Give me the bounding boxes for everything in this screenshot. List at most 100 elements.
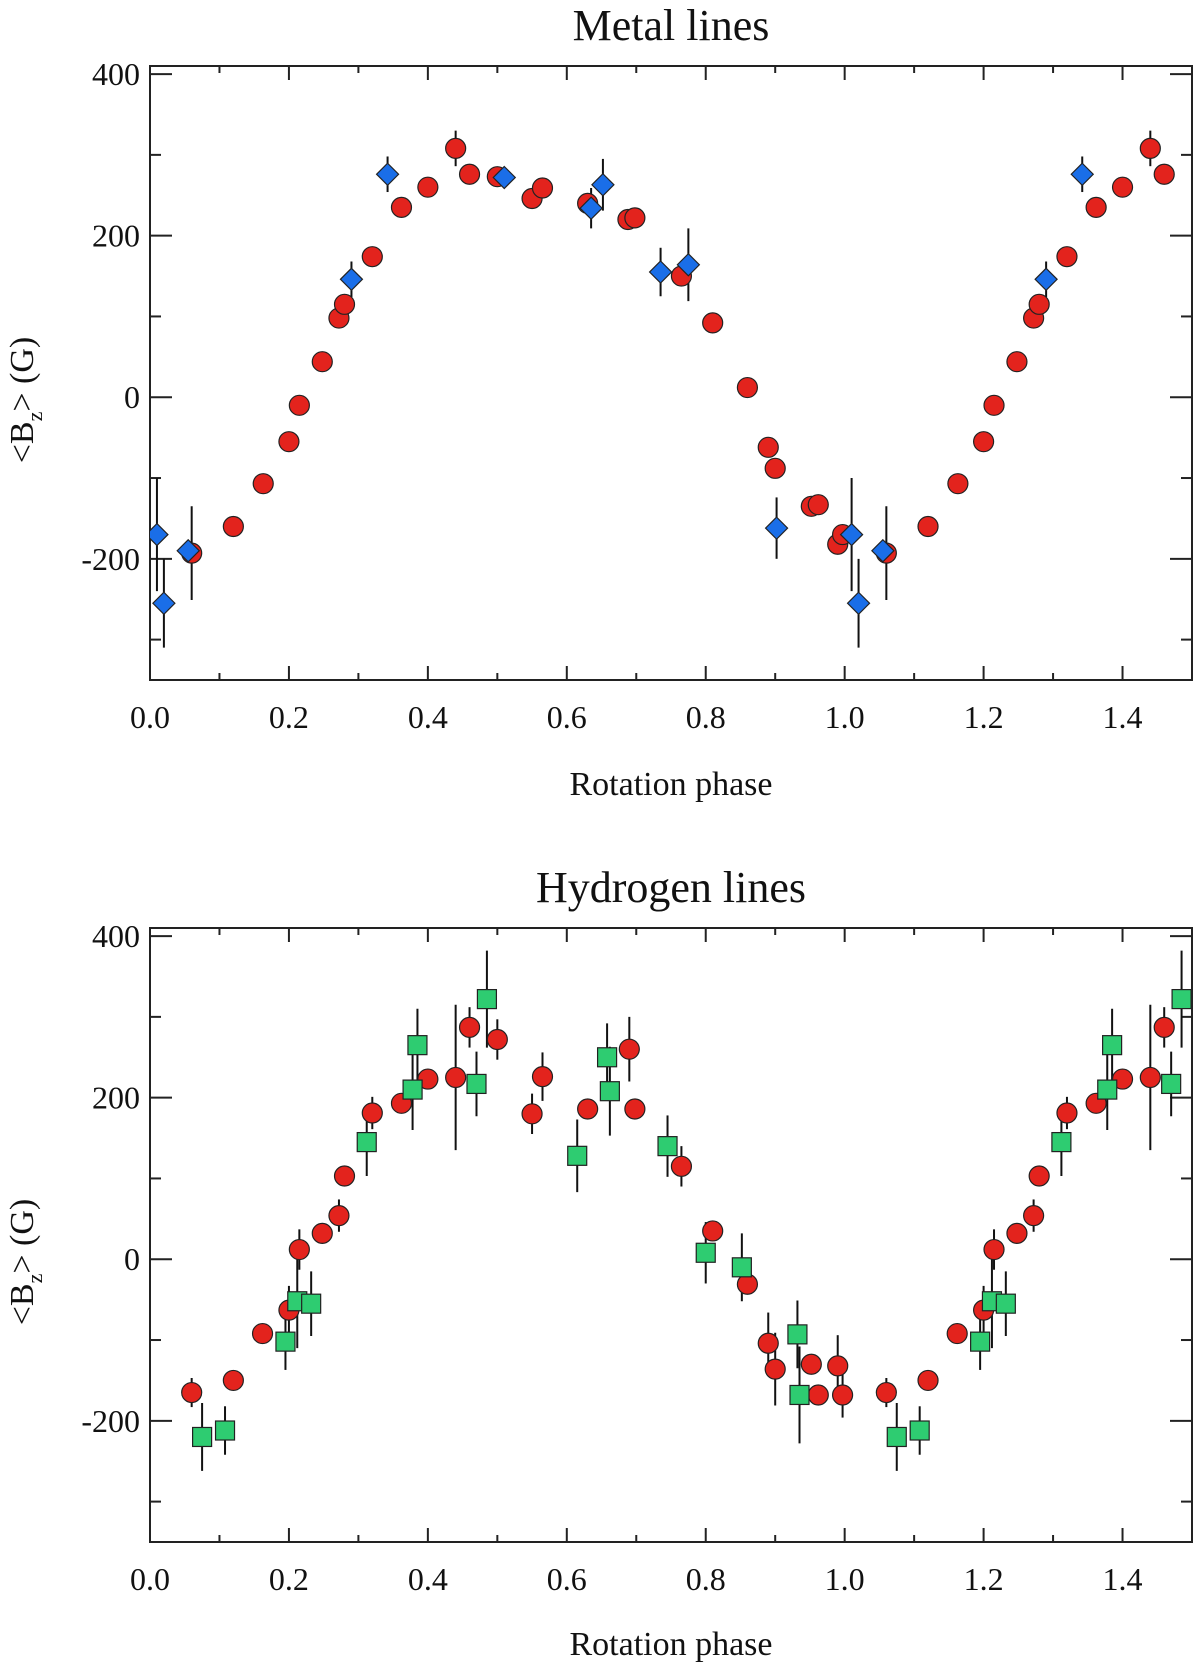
circle-point xyxy=(757,1332,779,1354)
circle-point xyxy=(702,1220,724,1242)
circle-point xyxy=(458,163,481,185)
diamond-point xyxy=(676,252,701,277)
diamond-point xyxy=(152,591,176,616)
diamond-point xyxy=(764,516,789,540)
circle-point xyxy=(764,1358,786,1380)
x-tick-label: 1.0 xyxy=(825,1561,865,1597)
circle-point xyxy=(764,457,786,479)
y-axis-label-sub: z xyxy=(22,411,47,421)
x-tick-label: 0.0 xyxy=(130,699,170,735)
circle-point xyxy=(417,1068,439,1090)
circle-point xyxy=(333,293,356,315)
circle-point xyxy=(311,1222,333,1244)
x-tick-label: 1.2 xyxy=(964,699,1004,735)
plot-area: 0.0 0.2 0.4 0.6 0.8 1.0 1.2 1.4 -200 0 200 400 xyxy=(81,56,1193,735)
x-tick-label: 0.2 xyxy=(269,699,309,735)
circle-point xyxy=(328,1205,350,1227)
data-points xyxy=(150,130,1175,648)
y-tick-label: -200 xyxy=(81,1403,140,1439)
circle-point xyxy=(417,176,439,198)
square-point xyxy=(356,1131,377,1153)
circle-point xyxy=(983,394,1005,416)
circle-point xyxy=(807,1384,829,1406)
circle-point xyxy=(288,394,310,416)
x-tick-label: 1.2 xyxy=(964,1561,1004,1597)
svg-text:<Bz> (G): <Bz> (G) xyxy=(4,337,47,464)
square-point xyxy=(1102,1035,1123,1056)
y-axis-label-main: <B xyxy=(4,1283,41,1325)
square-point xyxy=(476,988,498,1010)
circle-point xyxy=(624,207,646,229)
circle-point xyxy=(445,137,467,160)
square-point xyxy=(886,1426,907,1448)
diamond-point xyxy=(846,591,871,616)
circle-point xyxy=(1006,351,1028,373)
square-point xyxy=(731,1257,752,1278)
x-tick-label: 1.0 xyxy=(825,699,865,735)
chart-title: Metal lines xyxy=(573,1,770,50)
circle-point xyxy=(577,1098,599,1120)
square-point xyxy=(275,1331,296,1352)
square-point xyxy=(789,1384,810,1406)
circle-point xyxy=(445,1066,467,1089)
diamond-point xyxy=(375,162,400,187)
circle-point xyxy=(917,515,939,538)
x-axis-label: Rotation phase xyxy=(569,1626,772,1663)
circle-point xyxy=(807,494,829,516)
circle-point xyxy=(1085,196,1107,218)
square-point xyxy=(909,1420,930,1441)
circle-point xyxy=(251,1322,274,1345)
hydrogen-lines-chart: Hydrogen lines 0.0 0.2 0.4 0.6 0.8 1.0 1.2 1.4 -… xyxy=(4,863,1193,1663)
circle-point xyxy=(521,1103,543,1125)
circle-point xyxy=(333,1165,356,1187)
svg-text:<Bz> (G): <Bz> (G) xyxy=(4,1199,47,1326)
y-axis-label-tail: > (G) xyxy=(4,1199,41,1274)
circle-point xyxy=(875,1381,897,1404)
diamond-point xyxy=(492,165,517,190)
circle-point xyxy=(181,1381,203,1404)
square-point xyxy=(599,1081,620,1102)
circle-point xyxy=(458,1016,481,1038)
circle-point xyxy=(1028,1165,1050,1187)
circle-point xyxy=(757,436,779,458)
circle-point xyxy=(531,1066,554,1088)
circle-point xyxy=(486,1028,508,1051)
diamond-point xyxy=(339,267,364,292)
square-point xyxy=(1161,1073,1182,1095)
square-point xyxy=(970,1331,991,1352)
square-point xyxy=(301,1293,322,1314)
diamond-point xyxy=(176,538,201,563)
circle-point xyxy=(1023,1205,1045,1227)
x-tick-label: 0.8 xyxy=(686,1561,726,1597)
circle-point xyxy=(390,196,413,218)
circle-point xyxy=(1153,163,1175,185)
diamond-point xyxy=(1070,162,1095,187)
plot-frame xyxy=(149,927,1193,1543)
circle-point xyxy=(827,1355,849,1377)
square-point xyxy=(466,1073,487,1095)
x-tick-label: 0.6 xyxy=(547,699,587,735)
y-tick-label: 200 xyxy=(92,1080,140,1116)
x-tick-label: 0.6 xyxy=(547,1561,587,1597)
square-point xyxy=(1097,1079,1118,1100)
diamond-point xyxy=(150,522,169,547)
circle-point xyxy=(361,246,383,268)
circle-point xyxy=(736,376,759,399)
circle-point xyxy=(252,473,274,495)
circle-point xyxy=(702,312,724,334)
diamond-point xyxy=(871,538,895,563)
x-tick-label: 1.4 xyxy=(1103,699,1143,735)
circle-point xyxy=(1139,1066,1161,1089)
square-point xyxy=(596,1047,618,1068)
diamond-point xyxy=(648,260,673,284)
plot-frame xyxy=(149,65,1193,681)
diamond-point xyxy=(1034,267,1058,292)
y-axis-label: <Bz> (G) xyxy=(4,1199,47,1326)
square-point xyxy=(192,1426,213,1448)
y-axis-label-main: <B xyxy=(4,421,41,463)
x-tick-label: 0.0 xyxy=(130,1561,170,1597)
circle-point xyxy=(1139,137,1161,160)
circle-point xyxy=(946,1322,968,1345)
y-axis-label-tail: > (G) xyxy=(4,337,41,412)
